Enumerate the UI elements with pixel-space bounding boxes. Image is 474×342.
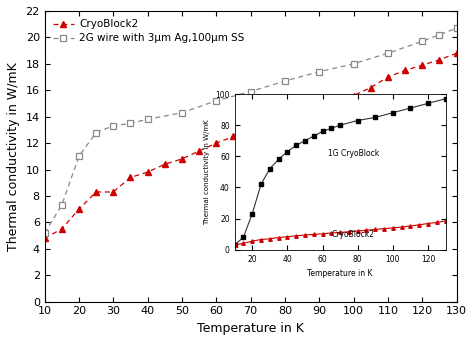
CryoBlock2 bbox=[419, 63, 425, 67]
2G wire with 3μm Ag,100μm SS bbox=[248, 90, 254, 94]
2G wire with 3μm Ag,100μm SS bbox=[93, 130, 99, 134]
X-axis label: Temperature in K: Temperature in K bbox=[307, 269, 373, 278]
Text: 1G CryoBlock: 1G CryoBlock bbox=[328, 149, 379, 158]
2G wire with 3μm Ag,100μm SS bbox=[419, 39, 425, 43]
2G wire with 3μm Ag,100μm SS bbox=[110, 124, 116, 128]
CryoBlock2 bbox=[454, 51, 459, 55]
2G wire with 3μm Ag,100μm SS bbox=[454, 26, 459, 30]
CryoBlock2 bbox=[402, 68, 408, 73]
CryoBlock2 bbox=[213, 141, 219, 145]
Y-axis label: Thermal conductivity in W/mK: Thermal conductivity in W/mK bbox=[204, 119, 210, 225]
CryoBlock2 bbox=[128, 175, 133, 180]
CryoBlock2 bbox=[162, 162, 168, 166]
CryoBlock2 bbox=[351, 93, 356, 97]
CryoBlock2 bbox=[299, 112, 305, 116]
CryoBlock2 bbox=[248, 128, 254, 132]
CryoBlock2 bbox=[196, 149, 202, 153]
2G wire with 3μm Ag,100μm SS bbox=[437, 33, 442, 37]
CryoBlock2 bbox=[110, 190, 116, 194]
Legend: CryoBlock2, 2G wire with 3μm Ag,100μm SS: CryoBlock2, 2G wire with 3μm Ag,100μm SS bbox=[50, 16, 247, 47]
CryoBlock2 bbox=[42, 236, 47, 240]
Text: CryoBlock2: CryoBlock2 bbox=[331, 230, 374, 239]
2G wire with 3μm Ag,100μm SS bbox=[213, 99, 219, 103]
2G wire with 3μm Ag,100μm SS bbox=[42, 231, 47, 235]
CryoBlock2 bbox=[76, 207, 82, 211]
Y-axis label: Thermal conductivity in W/mK: Thermal conductivity in W/mK bbox=[7, 62, 20, 251]
CryoBlock2 bbox=[368, 86, 374, 90]
CryoBlock2 bbox=[385, 75, 391, 79]
CryoBlock2 bbox=[230, 134, 236, 139]
CryoBlock2 bbox=[179, 157, 185, 161]
2G wire with 3μm Ag,100μm SS bbox=[351, 62, 356, 66]
CryoBlock2 bbox=[317, 107, 322, 111]
2G wire with 3μm Ag,100μm SS bbox=[145, 117, 150, 121]
CryoBlock2 bbox=[93, 190, 99, 194]
CryoBlock2 bbox=[334, 101, 339, 105]
CryoBlock2 bbox=[282, 117, 288, 121]
2G wire with 3μm Ag,100μm SS bbox=[282, 79, 288, 83]
Line: 2G wire with 3μm Ag,100μm SS: 2G wire with 3μm Ag,100μm SS bbox=[41, 25, 460, 236]
2G wire with 3μm Ag,100μm SS bbox=[317, 70, 322, 74]
2G wire with 3μm Ag,100μm SS bbox=[76, 154, 82, 158]
CryoBlock2 bbox=[59, 227, 64, 231]
2G wire with 3μm Ag,100μm SS bbox=[59, 203, 64, 207]
2G wire with 3μm Ag,100μm SS bbox=[179, 110, 185, 115]
2G wire with 3μm Ag,100μm SS bbox=[128, 121, 133, 125]
CryoBlock2 bbox=[437, 58, 442, 62]
2G wire with 3μm Ag,100μm SS bbox=[385, 51, 391, 55]
Line: CryoBlock2: CryoBlock2 bbox=[41, 50, 460, 242]
CryoBlock2 bbox=[145, 170, 150, 174]
CryoBlock2 bbox=[265, 125, 271, 129]
X-axis label: Temperature in K: Temperature in K bbox=[197, 322, 304, 335]
